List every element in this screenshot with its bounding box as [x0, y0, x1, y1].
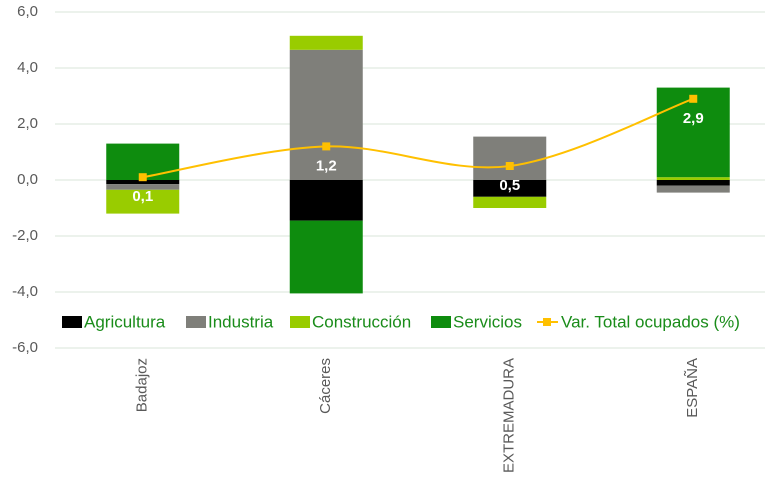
- x-tick-label: ESPAÑA: [684, 358, 701, 418]
- bar-segment: [473, 180, 547, 197]
- x-tick-label: Cáceres: [317, 358, 334, 414]
- bar-segment: [473, 196, 547, 208]
- legend-label: Industria: [208, 312, 274, 331]
- y-tick-label: 0,0: [17, 171, 38, 188]
- bar-segment: [289, 49, 363, 180]
- line-marker: [138, 173, 147, 182]
- legend-swatch: [62, 316, 82, 328]
- legend-label: Servicios: [453, 312, 522, 331]
- bar-segment: [106, 180, 180, 185]
- y-tick-label: -2,0: [12, 227, 38, 244]
- y-tick-label: 6,0: [17, 3, 38, 20]
- data-label: 2,9: [683, 110, 704, 127]
- x-tick-label: Badajoz: [134, 358, 151, 412]
- y-tick-label: 2,0: [17, 115, 38, 132]
- bar-segment: [656, 180, 730, 186]
- line-marker: [689, 94, 698, 103]
- bar-segment: [289, 35, 363, 50]
- legend-swatch: [431, 316, 451, 328]
- y-tick-label: -6,0: [12, 339, 38, 356]
- line: [142, 97, 694, 179]
- data-label: 0,1: [132, 188, 153, 205]
- bar-segment: [656, 177, 730, 180]
- legend-background: [58, 310, 770, 336]
- y-tick-label: -4,0: [12, 283, 38, 300]
- legend-swatch: [186, 316, 206, 328]
- bar-segment: [289, 180, 363, 221]
- legend-label: Agricultura: [84, 312, 166, 331]
- bar-segment: [289, 220, 363, 294]
- line-marker: [322, 142, 331, 151]
- legend-marker: [543, 318, 551, 326]
- bar-segment: [656, 185, 730, 193]
- legend-label: Var. Total ocupados (%): [561, 312, 740, 331]
- bar-segment: [106, 184, 180, 190]
- x-tick-label: EXTREMADURA: [501, 358, 518, 473]
- y-tick-label: 4,0: [17, 59, 38, 76]
- legend-swatch: [290, 316, 310, 328]
- bar-segment: [106, 189, 180, 214]
- line-marker: [505, 162, 514, 170]
- legend-label: Construcción: [312, 312, 411, 331]
- data-label: 0,5: [499, 177, 520, 194]
- bar-segment: [473, 136, 547, 180]
- data-label: 1,2: [316, 157, 337, 174]
